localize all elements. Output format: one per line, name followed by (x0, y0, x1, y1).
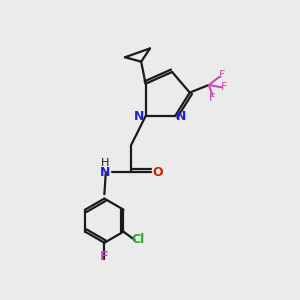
Text: F: F (209, 93, 216, 103)
Text: O: O (152, 166, 163, 178)
Text: F: F (221, 82, 227, 92)
Text: N: N (176, 110, 187, 123)
Text: H: H (101, 158, 110, 168)
Text: N: N (100, 166, 110, 178)
Text: N: N (134, 110, 144, 123)
Text: F: F (219, 70, 225, 80)
Text: F: F (100, 250, 109, 263)
Text: Cl: Cl (131, 233, 144, 246)
